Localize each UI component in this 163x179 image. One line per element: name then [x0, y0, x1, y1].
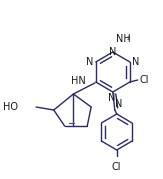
Text: N: N [115, 99, 122, 109]
Text: NH: NH [116, 34, 131, 44]
Text: HO: HO [3, 102, 18, 112]
Text: N: N [109, 47, 117, 57]
Text: $_2$: $_2$ [126, 33, 131, 42]
Text: HN: HN [71, 76, 86, 86]
Text: Cl: Cl [112, 162, 121, 172]
Text: N: N [86, 57, 94, 67]
Text: Cl: Cl [140, 75, 149, 85]
Text: N: N [108, 93, 116, 103]
Text: N: N [132, 57, 139, 67]
